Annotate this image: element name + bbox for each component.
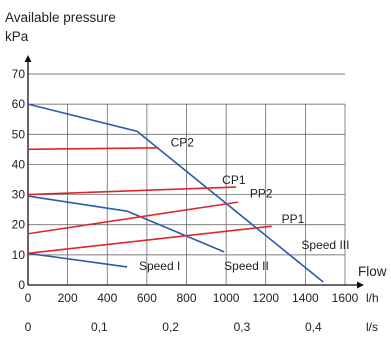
tick-layer: 0 10 20 30 40 50 60 70 0 200 400 600 800 1000 1200 1400… (12, 67, 359, 334)
series-line-speed-iii (27, 103, 324, 283)
axis-layer (24, 55, 364, 289)
y-axis-arrow (24, 55, 32, 62)
x-tick-label: 800 (176, 291, 196, 305)
series-line-cp1 (27, 186, 237, 196)
series-label-pp2: PP2 (250, 187, 273, 201)
ls-tick-label: 0,3 (234, 320, 251, 334)
y-tick-label: 30 (12, 188, 26, 202)
y-tick-label: 0 (18, 278, 25, 292)
series-label-cp1: CP1 (222, 173, 246, 187)
y-tick-label: 60 (12, 97, 26, 111)
x-tick-label: 200 (58, 291, 78, 305)
y-tick-label: 10 (12, 248, 26, 262)
series-line-pp2 (27, 201, 239, 235)
grid-layer (28, 73, 346, 285)
series-label-speed-iii: Speed III (301, 238, 349, 252)
y-tick-label: 50 (12, 127, 26, 141)
series-line-cp2 (27, 147, 159, 151)
y-tick-label: 70 (12, 67, 26, 81)
x-axis-title-flow: Flow (358, 264, 387, 279)
series-label-cp2: CP2 (171, 135, 195, 149)
series-layer (27, 103, 324, 283)
x-tick-label: 0 (25, 291, 32, 305)
ls-tick-label: 0,4 (305, 320, 322, 334)
chart-title-line2: kPa (5, 29, 29, 44)
x-unit-lh: l/h (366, 291, 379, 305)
x-tick-label: 1200 (252, 291, 279, 305)
x-tick-label: 1400 (292, 291, 319, 305)
series-label-speed-i: Speed I (139, 259, 180, 273)
series-label-speed-ii: Speed II (224, 259, 269, 273)
x-tick-label: 1000 (213, 291, 240, 305)
series-label-pp1: PP1 (282, 212, 305, 226)
ls-tick-label: 0,2 (162, 320, 179, 334)
series-line-pp1 (27, 225, 272, 255)
series-label-layer: CP2 CP1 PP2 PP1 Speed III Speed II Speed I (139, 135, 350, 273)
ls-tick-label: 0,1 (91, 320, 108, 334)
ls-tick-label: 0 (25, 320, 32, 334)
x-tick-label: 400 (97, 291, 117, 305)
series-line-speed-i (27, 252, 128, 268)
y-tick-label: 40 (12, 157, 26, 171)
x-unit-ls: l/s (366, 320, 378, 334)
y-tick-label: 20 (12, 218, 26, 232)
x-tick-label: 1600 (332, 291, 359, 305)
x-tick-label: 600 (137, 291, 157, 305)
series-line-speed-ii (27, 195, 225, 253)
chart-title-line1: Available pressure (5, 10, 116, 25)
x-axis-arrow (357, 281, 364, 289)
